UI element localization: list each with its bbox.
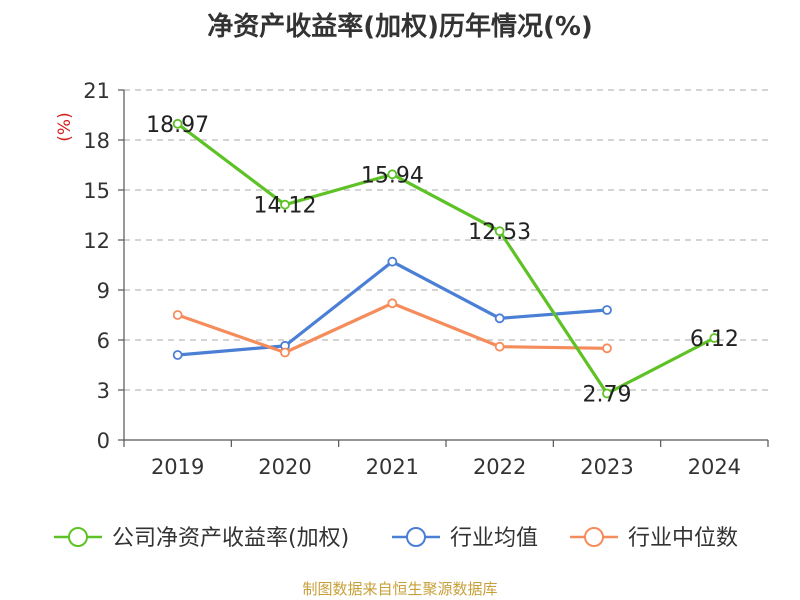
- data-point: [172, 310, 183, 320]
- data-label: 14.12: [254, 194, 317, 219]
- data-point: [172, 118, 183, 129]
- legend-label: 行业中位数: [628, 526, 738, 551]
- x-tick-label: 2020: [258, 455, 311, 479]
- data-label: 15.94: [361, 163, 424, 188]
- data-point: [172, 350, 183, 360]
- data-point: [602, 343, 612, 354]
- data-point: [387, 256, 398, 267]
- y-tick-label: 0: [97, 429, 110, 453]
- legend-item: 行业均值: [392, 526, 538, 551]
- axes: 0 3 6 9 12 15 18 21 2019 2020 2021 2022 2023 2024: [83, 79, 769, 479]
- data-point: [387, 169, 398, 180]
- series-line: [176, 122, 716, 396]
- data-point: [602, 305, 612, 315]
- y-tick-label: 3: [97, 379, 110, 403]
- grid-lines: [124, 89, 768, 391]
- legend-item: 行业中位数: [570, 526, 738, 551]
- data-label: 2.79: [583, 383, 632, 408]
- legend-marker: [406, 527, 426, 547]
- y-axis-unit-label: (%): [55, 112, 75, 141]
- y-tick-label: 21: [83, 79, 110, 103]
- series-line: [177, 301, 608, 355]
- legend-item: 公司净资产收益率(加权): [54, 526, 349, 551]
- x-tick-label: 2019: [151, 455, 204, 479]
- data-point: [494, 341, 505, 352]
- x-tick-label: 2022: [473, 455, 526, 479]
- y-tick-label: 9: [97, 279, 110, 303]
- y-tick-label: 12: [83, 229, 110, 253]
- series-lines: [172, 118, 720, 399]
- legend-marker: [584, 527, 604, 547]
- series-0: [172, 118, 720, 399]
- legend-label: 公司净资产收益率(加权): [112, 526, 349, 551]
- y-tick-label: 18: [83, 129, 110, 153]
- data-point: [280, 347, 290, 358]
- data-labels: 18.97 14.12 15.94 12.53 2.79 6.12: [146, 113, 739, 408]
- data-label: 12.53: [468, 220, 531, 245]
- legend-label: 行业均值: [450, 526, 538, 551]
- series-2: [172, 298, 612, 358]
- data-label: 18.97: [146, 113, 209, 138]
- x-tick-label: 2023: [580, 455, 633, 479]
- series-1: [172, 256, 612, 360]
- source-note: 制图数据来自恒生聚源数据库: [302, 580, 498, 598]
- legend-marker: [68, 527, 88, 547]
- x-tick-label: 2021: [366, 455, 419, 479]
- x-tick-label: 2024: [688, 455, 741, 479]
- y-tick-label: 15: [83, 179, 110, 203]
- data-point: [602, 388, 612, 399]
- data-point: [280, 199, 290, 210]
- chart-title: 净资产收益率(加权)历年情况(%): [207, 12, 593, 42]
- data-point: [494, 313, 505, 324]
- data-point: [494, 226, 505, 237]
- data-point: [709, 333, 720, 343]
- legend: 公司净资产收益率(加权) 行业均值 行业中位数: [54, 526, 738, 551]
- data-label: 6.12: [690, 327, 739, 352]
- y-tick-label: 6: [97, 329, 110, 353]
- data-point: [387, 298, 398, 309]
- series-line: [177, 260, 608, 357]
